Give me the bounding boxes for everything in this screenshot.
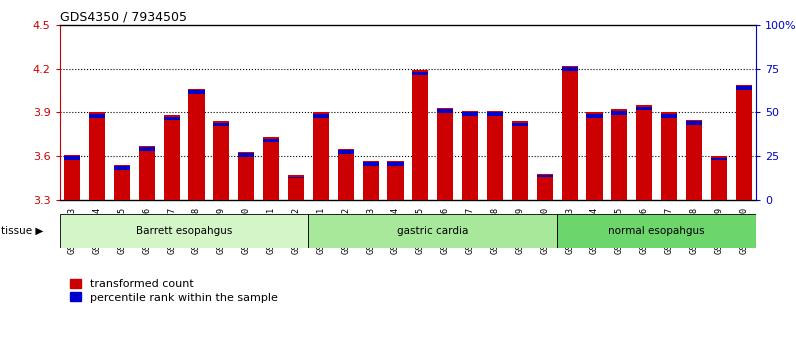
Bar — [114, 166, 130, 170]
Bar — [512, 122, 528, 126]
Bar — [462, 111, 478, 200]
Bar — [437, 109, 454, 113]
Bar — [89, 114, 105, 118]
Bar — [114, 165, 130, 200]
Bar — [512, 121, 528, 200]
Bar — [313, 113, 329, 200]
Bar — [89, 113, 105, 200]
Bar — [139, 148, 155, 151]
Bar — [736, 86, 752, 90]
Bar — [263, 139, 279, 142]
Bar — [636, 105, 653, 200]
Bar — [686, 120, 702, 200]
Bar — [537, 174, 553, 200]
Bar — [60, 214, 308, 248]
Bar — [587, 113, 603, 200]
Bar — [189, 91, 205, 94]
Bar — [587, 114, 603, 118]
Bar — [308, 214, 557, 248]
Bar — [686, 121, 702, 125]
Bar — [388, 161, 404, 200]
Bar — [189, 89, 205, 200]
Bar — [338, 149, 354, 200]
Legend: transformed count, percentile rank within the sample: transformed count, percentile rank withi… — [65, 275, 282, 307]
Bar — [362, 162, 379, 166]
Bar — [487, 111, 503, 200]
Bar — [561, 66, 578, 200]
Bar — [313, 114, 329, 118]
Text: gastric cardia: gastric cardia — [397, 226, 469, 236]
Bar — [288, 175, 304, 200]
Bar — [388, 162, 404, 166]
Bar — [611, 109, 627, 200]
Bar — [661, 113, 677, 200]
Text: normal esopahgus: normal esopahgus — [608, 226, 705, 236]
Bar — [362, 161, 379, 200]
Text: Barrett esopahgus: Barrett esopahgus — [136, 226, 232, 236]
Bar — [437, 108, 454, 200]
Bar — [139, 146, 155, 200]
Bar — [557, 214, 756, 248]
Bar — [611, 111, 627, 115]
Bar — [288, 177, 304, 178]
Bar — [561, 67, 578, 71]
Bar — [213, 121, 229, 200]
Text: GDS4350 / 7934505: GDS4350 / 7934505 — [60, 11, 187, 24]
Bar — [238, 153, 255, 157]
Bar — [338, 150, 354, 154]
Bar — [163, 117, 180, 120]
Bar — [462, 113, 478, 116]
Bar — [537, 175, 553, 177]
Bar — [711, 158, 727, 160]
Bar — [736, 85, 752, 200]
Bar — [412, 72, 428, 75]
Bar — [163, 115, 180, 200]
Text: tissue ▶: tissue ▶ — [1, 226, 43, 236]
Bar — [238, 152, 255, 200]
Bar — [636, 107, 653, 110]
Bar — [487, 113, 503, 116]
Bar — [711, 156, 727, 200]
Bar — [412, 70, 428, 200]
Bar — [263, 137, 279, 200]
Bar — [64, 155, 80, 200]
Bar — [213, 122, 229, 126]
Bar — [64, 156, 80, 160]
Bar — [661, 114, 677, 118]
